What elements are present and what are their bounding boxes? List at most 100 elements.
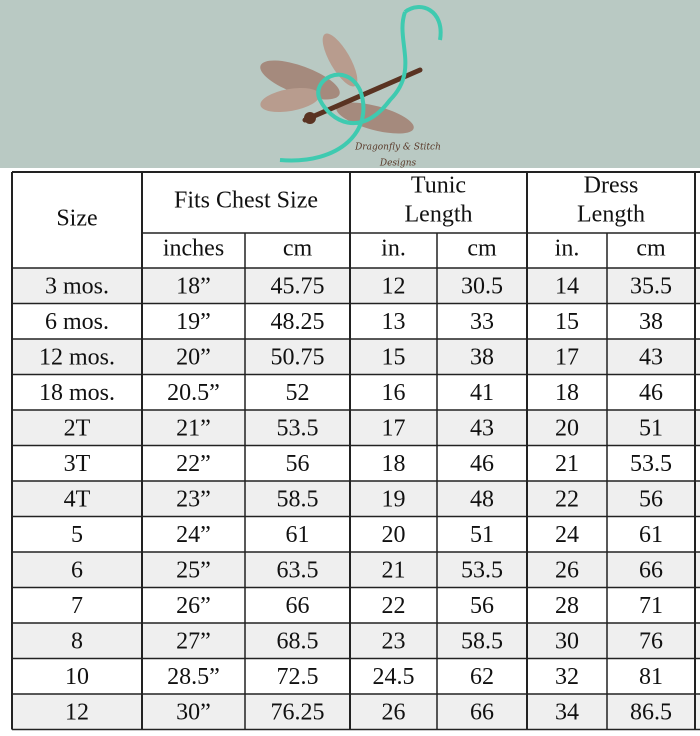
cell: 38 — [639, 309, 663, 335]
cell: 48.25 — [271, 309, 325, 335]
cell: 63.5 — [277, 557, 319, 583]
subheader-cell: in. — [381, 236, 406, 262]
cell: 45.75 — [271, 273, 325, 299]
cell: 17 — [382, 415, 406, 441]
cell: 46 — [639, 380, 663, 406]
cell: 23” — [176, 486, 211, 512]
row-shade — [12, 339, 700, 375]
header-cell: Fits Chest Size — [174, 188, 318, 214]
cell: 15 — [555, 309, 579, 335]
header-cell: Dress — [584, 173, 639, 199]
cell: 6 mos. — [45, 309, 109, 335]
cell: 26” — [176, 593, 211, 619]
cell: 24” — [176, 522, 211, 548]
cell: 56 — [470, 593, 494, 619]
cell: 30 — [555, 628, 579, 654]
row-shade — [12, 623, 700, 659]
cell: 26 — [555, 557, 579, 583]
cell: 22 — [555, 486, 579, 512]
cell: 76.25 — [271, 699, 325, 725]
cell: 53.5 — [461, 557, 503, 583]
header-cell: Length — [405, 202, 473, 228]
cell: 66 — [639, 557, 663, 583]
cell: 25” — [176, 557, 211, 583]
cell: 61 — [286, 522, 310, 548]
header-cell: Size — [56, 206, 97, 232]
row-shade — [12, 552, 700, 588]
cell: 30.5 — [461, 273, 503, 299]
row-shade — [12, 268, 700, 304]
cell: 22 — [382, 593, 406, 619]
cell: 71 — [639, 593, 663, 619]
cell: 26 — [382, 699, 406, 725]
cell: 3 mos. — [45, 273, 109, 299]
cell: 18” — [176, 273, 211, 299]
cell: 32 — [555, 664, 579, 690]
subheader-cell: cm — [283, 236, 313, 262]
row-shade — [12, 481, 700, 517]
cell: 20 — [382, 522, 406, 548]
cell: 68.5 — [277, 628, 319, 654]
cell: 19 — [382, 486, 406, 512]
cell: 13 — [382, 309, 406, 335]
cell: 12 mos. — [39, 344, 115, 370]
size-table: 3 mos. 18” 45.75 12 30.5 14 35.5 6 mos. 19” 48.25… — [11, 171, 700, 731]
cell: 12 — [65, 699, 89, 725]
cell: 5 — [71, 522, 83, 548]
cell: 35.5 — [630, 273, 672, 299]
cell: 3T — [64, 451, 91, 477]
subheader-cell: in. — [555, 236, 580, 262]
cell: 20 — [555, 415, 579, 441]
cell: 27” — [176, 628, 211, 654]
cell: 72.5 — [277, 664, 319, 690]
cell: 17 — [555, 344, 579, 370]
cell: 46 — [470, 451, 494, 477]
cell: 20.5” — [167, 380, 220, 406]
cell: 86.5 — [630, 699, 672, 725]
cell: 34 — [555, 699, 579, 725]
cell: 18 mos. — [39, 380, 115, 406]
header-cell: Length — [577, 202, 645, 228]
cell: 24 — [555, 522, 579, 548]
cell: 58.5 — [461, 628, 503, 654]
cell: 61 — [639, 522, 663, 548]
cell: 21” — [176, 415, 211, 441]
cell: 28 — [555, 593, 579, 619]
cell: 66 — [470, 699, 494, 725]
header-cell: Tunic — [411, 173, 466, 199]
cell: 18 — [555, 380, 579, 406]
cell: 52 — [286, 380, 310, 406]
cell: 48 — [470, 486, 494, 512]
cell: 38 — [470, 344, 494, 370]
logo-text: Designs — [379, 159, 417, 169]
cell: 41 — [470, 380, 494, 406]
subheader-cell: cm — [467, 236, 497, 262]
cell: 53.5 — [630, 451, 672, 477]
cell: 15 — [382, 344, 406, 370]
cell: 50.75 — [271, 344, 325, 370]
cell: 66 — [286, 593, 310, 619]
cell: 19” — [176, 309, 211, 335]
cell: 16 — [382, 380, 406, 406]
cell: 2T — [64, 415, 91, 441]
cell: 22” — [176, 451, 211, 477]
cell: 18 — [382, 451, 406, 477]
cell: 24.5 — [373, 664, 415, 690]
subheader-cell: inches — [163, 236, 224, 262]
cell: 53.5 — [277, 415, 319, 441]
cell: 76 — [639, 628, 663, 654]
cell: 28.5” — [167, 664, 220, 690]
cell: 62 — [470, 664, 494, 690]
cell: 10 — [65, 664, 89, 690]
cell: 7 — [71, 593, 83, 619]
cell: 56 — [286, 451, 310, 477]
cell: 8 — [71, 628, 83, 654]
cell: 51 — [470, 522, 494, 548]
cell: 30” — [176, 699, 211, 725]
cell: 21 — [382, 557, 406, 583]
cell: 12 — [382, 273, 406, 299]
logo: Dragonfly & Stitch Designs — [260, 5, 443, 169]
cell: 58.5 — [277, 486, 319, 512]
